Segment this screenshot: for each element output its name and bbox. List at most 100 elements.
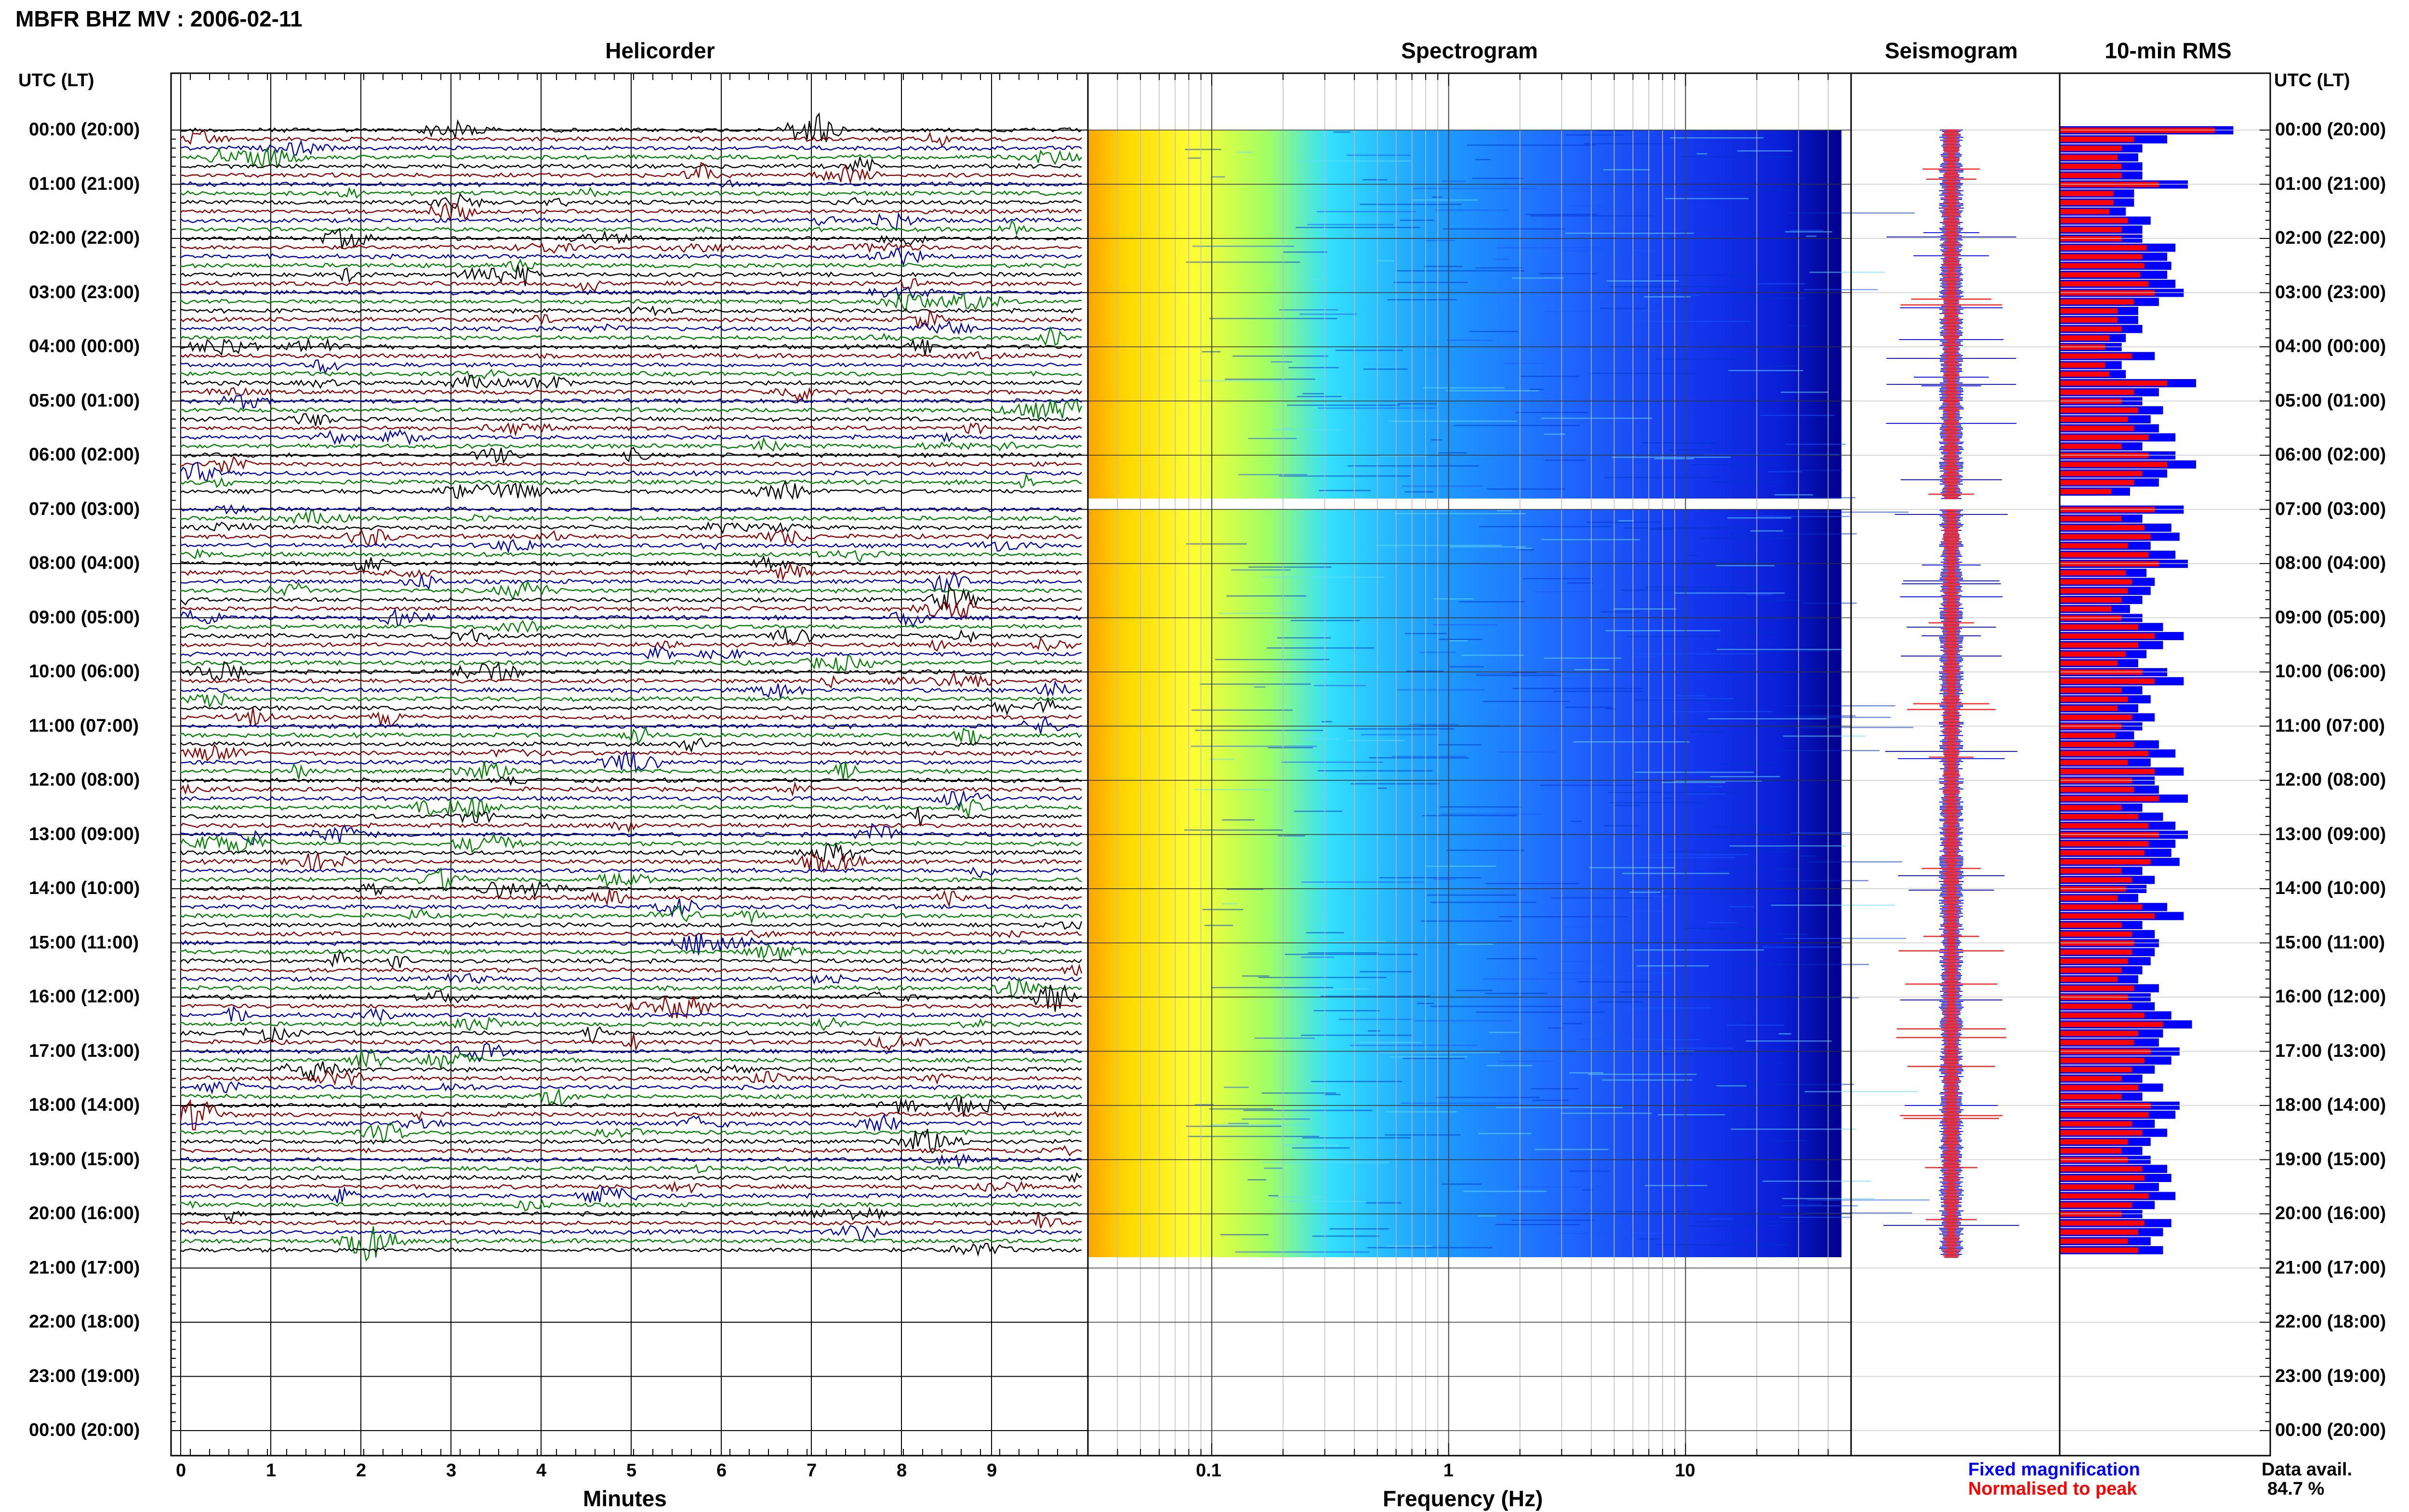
helicorder-trace bbox=[180, 228, 1082, 250]
time-label-left: 05:00 (01:00) bbox=[29, 390, 140, 411]
helicorder-trace bbox=[180, 1049, 1082, 1069]
rms-bar-normalised bbox=[2060, 823, 2149, 828]
rms-bar-normalised bbox=[2060, 381, 2168, 386]
spectrogram-texture bbox=[1389, 1056, 1468, 1058]
helicorder-trace bbox=[180, 599, 1082, 619]
spectrogram-texture bbox=[1312, 1236, 1379, 1237]
spectrogram-texture bbox=[1600, 237, 1668, 238]
rms-bar-normalised bbox=[2060, 136, 2134, 142]
time-label-left: 03:00 (23:00) bbox=[29, 282, 140, 302]
helicorder-trace bbox=[180, 889, 1082, 908]
time-label-right: 18:00 (14:00) bbox=[2275, 1095, 2386, 1115]
helicorder-trace bbox=[180, 820, 1082, 833]
rms-bar-normalised bbox=[2060, 660, 2118, 666]
spectrogram-texture bbox=[1809, 272, 1885, 273]
helicorder-trace bbox=[180, 833, 1082, 854]
spectrogram-texture bbox=[1716, 565, 1775, 566]
rms-bar-normalised bbox=[2060, 597, 2122, 603]
minute-tick-label: 0 bbox=[176, 1460, 186, 1481]
spectrogram-texture bbox=[1515, 412, 1588, 413]
spectrogram-panel bbox=[1087, 73, 1930, 1456]
spectrogram-texture bbox=[1584, 143, 1678, 145]
helicorder-trace bbox=[180, 852, 1082, 873]
spectrogram-texture bbox=[1209, 318, 1337, 319]
spectrogram-texture bbox=[1209, 1108, 1273, 1110]
spectrogram-texture bbox=[1397, 270, 1524, 272]
helicorder-trace bbox=[180, 375, 1083, 390]
spectrogram-texture bbox=[1476, 675, 1562, 676]
helicorder-trace bbox=[180, 1070, 1082, 1087]
helicorder-trace bbox=[180, 129, 1082, 147]
spectrogram-texture bbox=[1517, 1186, 1608, 1188]
page-title: MBFR BHZ MV : 2006-02-11 bbox=[15, 6, 303, 31]
spectrogram-texture bbox=[1541, 418, 1652, 419]
helicorder-trace bbox=[180, 510, 1082, 525]
spectrogram-texture bbox=[1569, 1170, 1609, 1172]
spectrogram-texture bbox=[1453, 425, 1580, 426]
left-axis-header: UTC (LT) bbox=[18, 70, 94, 91]
rms-bar-normalised bbox=[2060, 534, 2151, 539]
spectrogram-texture bbox=[1385, 1134, 1461, 1136]
spectrogram-texture bbox=[1317, 770, 1433, 772]
helicorder-trace bbox=[180, 1042, 1082, 1063]
time-label-right: 21:00 (17:00) bbox=[2275, 1257, 2386, 1278]
spectrogram-block-2 bbox=[1088, 509, 1841, 1257]
rms-bar-normalised bbox=[2060, 624, 2138, 630]
spectrogram-texture bbox=[1476, 1012, 1605, 1013]
helicorder-trace bbox=[180, 1016, 1082, 1031]
helicorder-trace bbox=[180, 933, 1082, 955]
rms-bar-normalised bbox=[2060, 868, 2122, 874]
spectrogram-texture bbox=[1773, 750, 1880, 751]
spectrogram-texture bbox=[1743, 650, 1832, 652]
spectrogram-texture bbox=[1698, 837, 1784, 838]
helicorder-trace bbox=[180, 186, 1082, 199]
spectrogram-texture bbox=[1758, 283, 1805, 285]
rms-bar-normalised bbox=[2060, 877, 2132, 883]
rms-bar-normalised bbox=[2060, 714, 2132, 720]
spectrogram-texture bbox=[1412, 199, 1478, 201]
spectrogram-texture bbox=[1445, 390, 1539, 392]
spectrogram-texture bbox=[1762, 1062, 1783, 1064]
rms-bar-normalised bbox=[2060, 408, 2138, 413]
spectrogram-texture bbox=[1467, 145, 1596, 146]
spectrogram-texture bbox=[1544, 434, 1565, 435]
time-label-right: 23:00 (19:00) bbox=[2275, 1366, 2386, 1386]
spectrogram-texture bbox=[1707, 718, 1827, 720]
spectrogram-texture bbox=[1684, 793, 1727, 795]
spectrogram-texture bbox=[1301, 957, 1334, 958]
spectrogram-texture bbox=[1489, 1032, 1521, 1033]
spectrogram-texture bbox=[1760, 415, 1835, 416]
spectrogram-texture bbox=[1497, 510, 1513, 512]
time-label-left: 01:00 (21:00) bbox=[29, 173, 140, 194]
time-label-left: 19:00 (15:00) bbox=[29, 1149, 140, 1170]
rms-bar-normalised bbox=[2060, 209, 2109, 214]
spectrogram-texture bbox=[1615, 1211, 1695, 1212]
spectrogram-texture bbox=[1361, 734, 1439, 736]
spectrogram-texture bbox=[1589, 867, 1675, 868]
spectrogram-texture bbox=[1521, 376, 1579, 377]
time-label-right: 13:00 (09:00) bbox=[2275, 824, 2386, 844]
rms-bar-normalised bbox=[2060, 760, 2128, 765]
spectrogram-texture bbox=[1333, 131, 1350, 133]
helicorder-trace bbox=[180, 920, 1083, 930]
helicorder-trace bbox=[180, 1145, 1082, 1157]
helicorder-trace bbox=[180, 179, 1082, 188]
rms-bar-normalised bbox=[2060, 841, 2149, 847]
time-label-right: 07:00 (03:00) bbox=[2275, 499, 2386, 519]
helicorder-trace bbox=[180, 1080, 1082, 1095]
spectrogram-texture bbox=[1530, 389, 1545, 390]
spectrogram-title: Spectrogram bbox=[1401, 38, 1538, 63]
helicorder-trace bbox=[180, 743, 1082, 762]
frequency-tick-label: 0.1 bbox=[1196, 1460, 1221, 1481]
spectrogram-texture bbox=[1204, 925, 1233, 926]
spectrogram-texture bbox=[1486, 1065, 1533, 1066]
time-label-right: 22:00 (18:00) bbox=[2275, 1312, 2386, 1332]
spectrogram-texture bbox=[1267, 647, 1374, 649]
spectrogram-texture bbox=[1659, 1053, 1742, 1055]
spectrogram-texture bbox=[1572, 1210, 1658, 1211]
spectrogram-texture bbox=[1565, 134, 1624, 136]
rms-bar-normalised bbox=[2060, 326, 2122, 332]
helicorder-trace bbox=[180, 620, 1082, 634]
spectrogram-texture bbox=[1332, 941, 1386, 942]
helicorder-trace bbox=[180, 156, 1082, 173]
